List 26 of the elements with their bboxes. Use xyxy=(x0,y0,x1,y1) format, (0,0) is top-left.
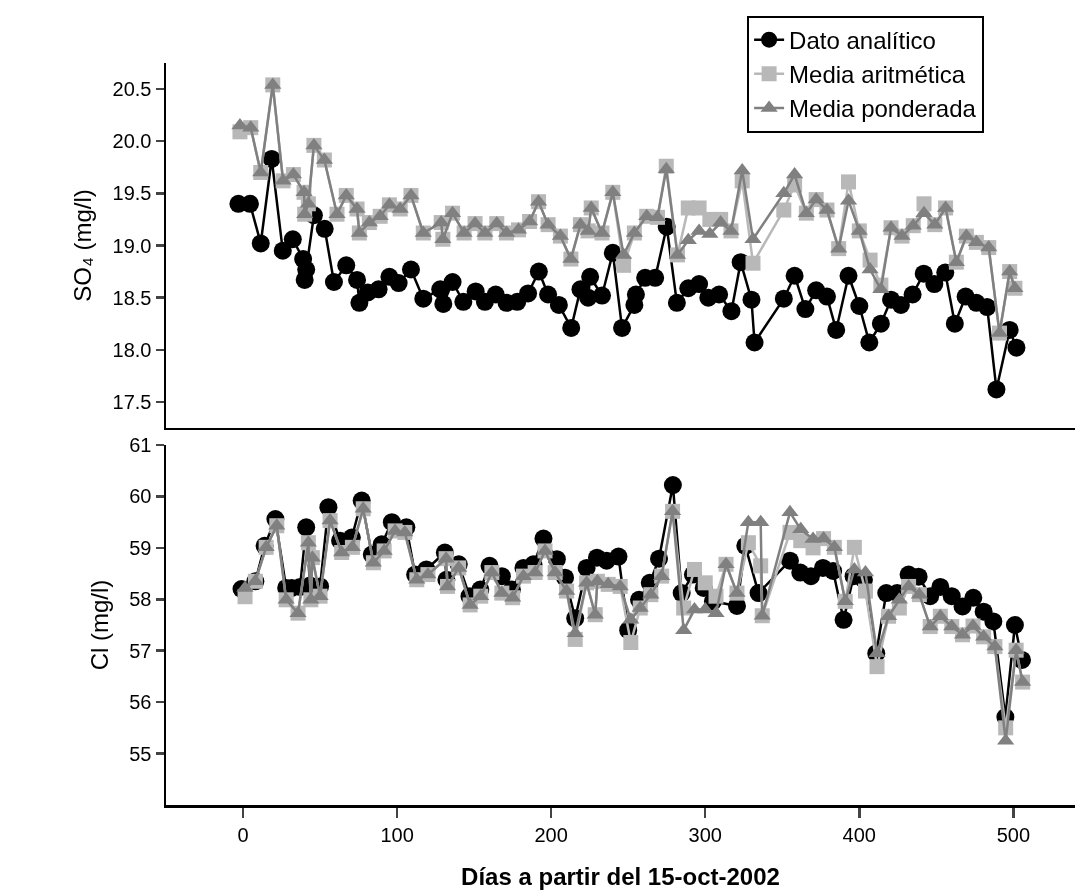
x-tick-label: 500 xyxy=(996,823,1031,846)
y-axis-title: Cl (mg/l) xyxy=(86,579,114,671)
y-tick-label: 19.0 xyxy=(112,234,152,257)
y-tick-label: 60 xyxy=(129,485,152,508)
y-tick-label: 56 xyxy=(129,691,152,714)
y-tick-label: 55 xyxy=(129,742,152,765)
y-tick-label: 58 xyxy=(129,588,152,611)
y-tick-label: 19.5 xyxy=(112,182,152,205)
y-tick-label: 59 xyxy=(129,536,152,559)
y-tick-label: 18.0 xyxy=(112,338,152,361)
x-axis-title: Días a partir del 15-oct-2002 xyxy=(461,863,780,890)
legend-label: Dato analítico xyxy=(789,27,936,55)
x-tick-label: 0 xyxy=(237,823,249,846)
y-tick-label: 61 xyxy=(129,434,152,456)
y-tick-label: 20.5 xyxy=(112,78,152,101)
x-tick-label: 100 xyxy=(380,823,414,846)
x-tick-label: 200 xyxy=(534,823,568,846)
y-tick-label: 17.5 xyxy=(112,390,152,413)
y-tick-label: 57 xyxy=(129,639,152,662)
y-tick-label: 18.5 xyxy=(112,286,152,309)
y-tick-label: 20.0 xyxy=(112,130,152,153)
x-tick-label: 400 xyxy=(842,823,876,846)
x-tick-label: 300 xyxy=(688,823,722,846)
legend-label: Media aritmética xyxy=(789,61,966,89)
legend-label: Media ponderada xyxy=(789,95,977,123)
y-axis-title: SO₄ (mg/l) xyxy=(69,189,97,302)
